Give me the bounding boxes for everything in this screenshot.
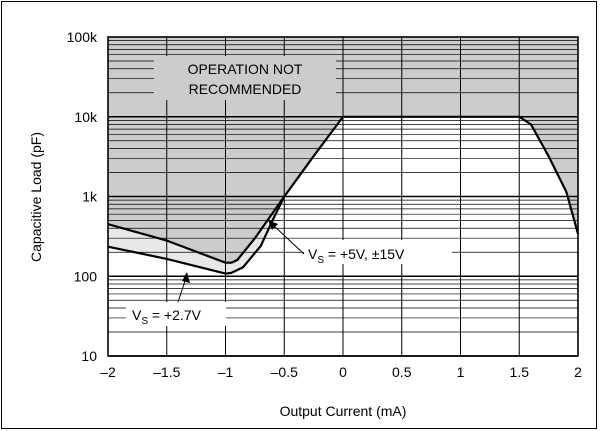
x-axis-label: Output Current (mA): [280, 403, 407, 419]
x-tick-label: –0.5: [271, 364, 298, 380]
region-label-line2: RECOMMENDED: [189, 81, 302, 97]
y-tick-label: 1k: [82, 189, 98, 205]
series-label-5v-leader: [271, 223, 305, 255]
series-label-5v-box: [304, 240, 452, 264]
series-label-27v-box: [126, 302, 226, 326]
region-label-line1: OPERATION NOT: [188, 61, 303, 77]
series-label-5v-prefix: V: [308, 246, 318, 262]
y-tick-label: 100k: [67, 29, 98, 45]
series-label-27v: VS = +2.7V: [132, 307, 202, 327]
plot-area-border: [107, 36, 579, 357]
x-tick-label: 1.5: [510, 364, 530, 380]
series-label-5v-arrow: [268, 220, 278, 230]
series-5v-line: [107, 115, 580, 264]
x-tick-label: 2: [574, 364, 582, 380]
x-tick-label: –1: [218, 364, 234, 380]
series-label-27v-arrow: [182, 272, 190, 283]
y-tick-label: 10k: [74, 109, 98, 125]
x-tick-label: –2: [100, 364, 116, 380]
y-tick-label: 100: [74, 268, 98, 284]
x-tick-label: –1.5: [153, 364, 180, 380]
between-curves-area: [108, 196, 285, 274]
series-label-27v-suffix: = +2.7V: [148, 307, 202, 323]
x-tick-label: 0.5: [392, 364, 412, 380]
x-tick-label: 1: [457, 364, 465, 380]
series-label-5v: VS = +5V, ±15V: [308, 246, 405, 266]
y-tick-label: 10: [81, 348, 97, 364]
y-axis-label: Capacitive Load (pF): [28, 132, 44, 262]
series-label-27v-leader: [177, 277, 187, 303]
series-label-27v-sub: S: [141, 316, 148, 327]
series-label-5v-suffix: = +5V, ±15V: [324, 246, 405, 262]
series-label-27v-prefix: V: [132, 307, 142, 323]
x-tick-label: 0: [339, 364, 347, 380]
region-label-box: [154, 56, 336, 100]
series-label-5v-sub: S: [317, 255, 324, 266]
